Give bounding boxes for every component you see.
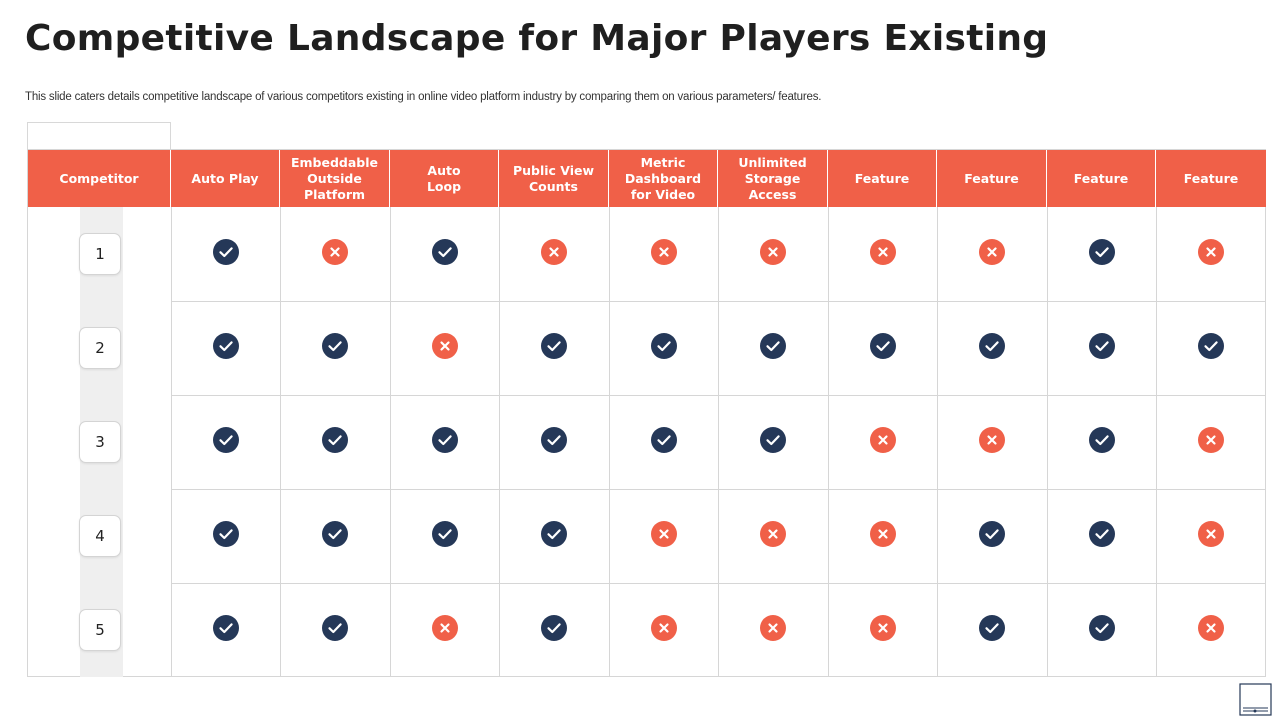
column-divider: [937, 207, 938, 677]
check-circle-icon: [212, 427, 239, 453]
header-label: Feature: [1183, 170, 1239, 186]
header-feature-5: Metric Dashboard for Video: [609, 150, 718, 207]
header-label: Auto Loop: [426, 162, 462, 194]
check-circle-icon: [650, 333, 677, 359]
check-circle-icon: [760, 333, 786, 359]
header-label: Embeddable Outside Platform: [290, 154, 379, 202]
row-divider: [171, 395, 1266, 396]
cross-circle-icon: [541, 239, 567, 265]
check-circle-icon: [979, 333, 1005, 359]
cross-circle-icon: [322, 239, 348, 265]
column-divider: [1047, 207, 1048, 677]
header-feature-1: Auto Play: [171, 150, 280, 207]
row-divider: [171, 301, 1266, 302]
cross-circle-icon: [869, 239, 896, 265]
header-feature-3: Auto Loop: [390, 150, 499, 207]
check-circle-icon: [322, 427, 348, 453]
page-title: Competitive Landscape for Major Players …: [25, 18, 1049, 59]
cross-circle-icon: [431, 333, 458, 359]
competitor-number: 3: [79, 421, 121, 463]
header-feature-6: Unlimited Storage Access: [718, 150, 828, 207]
slide-thumbnail-icon: [1239, 683, 1272, 716]
column-divider: [499, 207, 500, 677]
check-circle-icon: [431, 239, 458, 265]
header-label: Public View Counts: [512, 162, 595, 194]
check-circle-icon: [212, 521, 239, 547]
row-divider: [171, 583, 1266, 584]
header-label: Feature: [964, 170, 1019, 186]
header-competitor: Competitor: [28, 150, 171, 207]
check-circle-icon: [541, 427, 567, 453]
column-divider: [718, 207, 719, 677]
header-feature-7: Feature: [828, 150, 937, 207]
competitive-landscape-table: Competitor Auto Play Embeddable Outside Pl…: [27, 149, 1266, 677]
check-circle-icon: [1088, 333, 1115, 359]
cross-circle-icon: [1198, 239, 1224, 265]
column-divider: [280, 207, 281, 677]
page-subtitle: This slide caters details competitive la…: [25, 91, 822, 103]
check-circle-icon: [979, 615, 1005, 641]
cross-circle-icon: [869, 521, 896, 547]
header-label: Metric Dashboard for Video: [624, 154, 702, 202]
row-divider: [171, 489, 1266, 490]
cross-circle-icon: [1198, 521, 1224, 547]
cross-circle-icon: [1198, 615, 1224, 641]
competitor-number: 5: [79, 609, 121, 651]
check-circle-icon: [322, 615, 348, 641]
check-circle-icon: [431, 521, 458, 547]
header-feature-8: Feature: [937, 150, 1047, 207]
header-feature-2: Embeddable Outside Platform: [280, 150, 390, 207]
check-circle-icon: [760, 427, 786, 453]
check-circle-icon: [212, 615, 239, 641]
check-circle-icon: [1088, 427, 1115, 453]
check-circle-icon: [212, 239, 239, 265]
check-circle-icon: [212, 333, 239, 359]
header-label: Unlimited Storage Access: [738, 154, 807, 202]
competitor-number: 2: [79, 327, 121, 369]
header-feature-10: Feature: [1156, 150, 1266, 207]
check-circle-icon: [541, 521, 567, 547]
header-feature-4: Public View Counts: [499, 150, 609, 207]
header-label: Feature: [854, 170, 910, 186]
check-circle-icon: [541, 333, 567, 359]
cross-circle-icon: [760, 521, 786, 547]
column-divider: [1156, 207, 1157, 677]
check-circle-icon: [1088, 239, 1115, 265]
cross-circle-icon: [650, 239, 677, 265]
check-circle-icon: [322, 521, 348, 547]
cross-circle-icon: [979, 239, 1005, 265]
check-circle-icon: [1198, 333, 1224, 359]
header-label: Competitor: [59, 170, 139, 186]
table-tab-outline: [27, 122, 171, 150]
check-circle-icon: [650, 427, 677, 453]
cross-circle-icon: [869, 615, 896, 641]
check-circle-icon: [431, 427, 458, 453]
column-divider: [609, 207, 610, 677]
cross-circle-icon: [979, 427, 1005, 453]
cross-circle-icon: [869, 427, 896, 453]
header-label: Feature: [1073, 170, 1129, 186]
column-divider: [171, 207, 172, 677]
check-circle-icon: [1088, 615, 1115, 641]
check-circle-icon: [979, 521, 1005, 547]
check-circle-icon: [1088, 521, 1115, 547]
cross-circle-icon: [650, 521, 677, 547]
column-divider: [828, 207, 829, 677]
cross-circle-icon: [431, 615, 458, 641]
cross-circle-icon: [760, 239, 786, 265]
check-circle-icon: [869, 333, 896, 359]
cross-circle-icon: [650, 615, 677, 641]
header-label: Auto Play: [191, 170, 259, 186]
competitor-number: 4: [79, 515, 121, 557]
cross-circle-icon: [1198, 427, 1224, 453]
competitor-number: 1: [79, 233, 121, 275]
check-circle-icon: [322, 333, 348, 359]
table-header-row: Competitor Auto Play Embeddable Outside Pl…: [28, 150, 1266, 207]
cross-circle-icon: [760, 615, 786, 641]
header-feature-9: Feature: [1047, 150, 1156, 207]
column-divider: [390, 207, 391, 677]
check-circle-icon: [541, 615, 567, 641]
